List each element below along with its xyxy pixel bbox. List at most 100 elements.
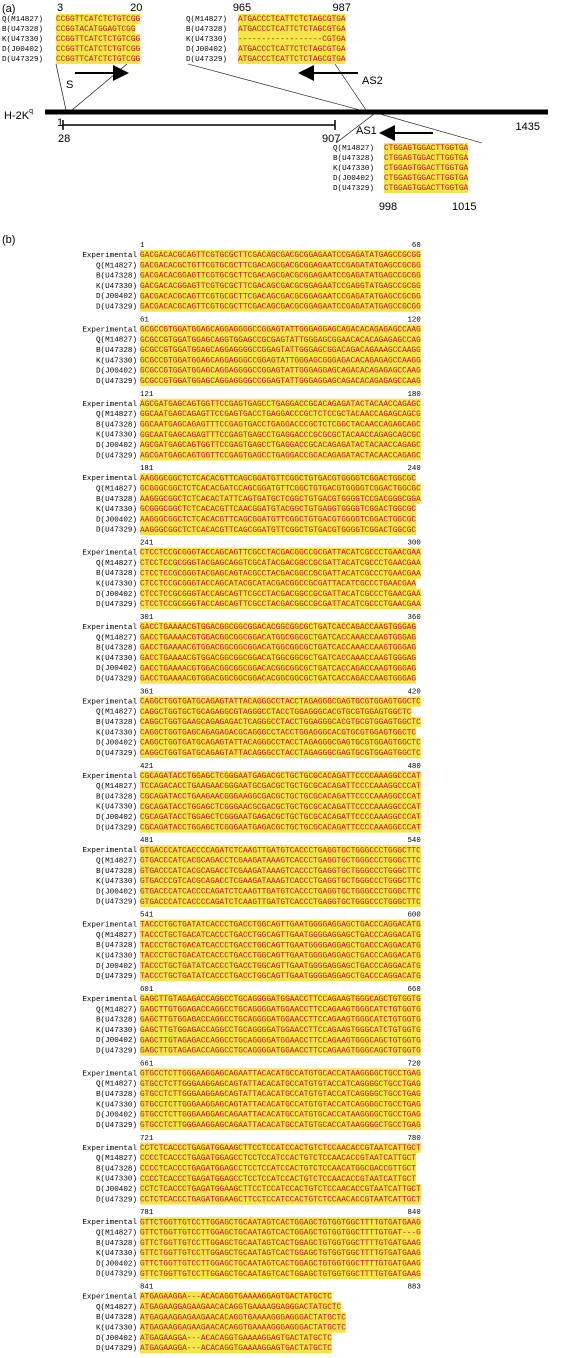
primer-name: S [66,79,73,91]
row-label: B(U47328) [96,645,137,653]
sequence: CCCCTCACCCTGAGATGGAGCCTCCTCCATCCACTGTCTC… [140,1165,416,1173]
sequence-background [140,1184,421,1195]
row-label: K(U47330) [96,729,137,737]
sequence-background [140,622,417,633]
row-label: D(U47329) [96,824,137,832]
sequence: CTGGAGTGGACTTGGTGA [384,145,469,153]
sequence: CTCCTCCGCGGGTACCAGCATACGCATACGACGGCCGCGA… [140,581,416,589]
sequence-background [140,1301,342,1313]
sequence: CTCCTCCGCGGGTACCAGCAGTTCGCCTACGACGGCCGCG… [140,601,421,609]
sequence: CCGGTACATGGAGTCGG [56,26,136,34]
sequence-background [140,524,417,535]
sequence: GTGCCTCTTGGGAAGGAGCAGAATTACACATGCCATGTGC… [140,1122,421,1130]
sequence-background [140,301,421,312]
sequence: CGCAGATACCTGGAGCTCGGGAACGCGACGCTGCTGCGCA… [140,804,421,812]
row-label: D(J00402) [96,888,137,896]
sequence-background [140,1045,421,1056]
position: 998 [379,201,397,213]
sequence-background [140,1343,332,1354]
sequence: CAGGCTGGTGATGCAGAGTATTACAGGGCCTACCTAGAGG… [140,750,421,758]
sequence-background [140,345,421,356]
row-label: Q(M14827) [96,709,137,717]
sequence-background [140,1312,346,1323]
sequence: TACCCTGCTGATATCACCCTGACCTGGCAGTTGAATGGGG… [140,922,421,930]
block-end: 240 [407,465,420,473]
sequence-background [140,781,421,792]
sequence-background [140,334,421,345]
sequence-background [140,1248,421,1259]
sequence: GACCTGAAAACGTGGACGGCGGCGGACATGGCGGCGCTGA… [140,655,416,663]
row-label: Experimental [82,1219,137,1227]
block-start: 121 [140,391,154,399]
row-label: K(U47330) [96,432,137,440]
sequence-background [140,1119,421,1131]
sequence-background [140,737,421,748]
sequence-background [140,642,417,653]
sequence-background [140,717,421,728]
row-label: D(J00402) [96,1186,137,1194]
row-label: B(U47328) [96,421,137,429]
block-start: 841 [140,1284,154,1292]
gene-name: H-2K [4,110,30,122]
sequence: ATGAGAAGGA---ACACAGGTGAAAAGGAGTGACTATGCT… [140,1335,332,1343]
sequence-background [140,514,417,525]
sequence: GTGACCCATCACCCCAGATCTCAAGTTGATGTCACCCTGA… [140,847,421,855]
position: 28 [58,133,70,145]
sequence: CTGGAGTGGACTTGGTGA [384,155,469,163]
sequence: CGCAGATACCTGGAGCTCGGGAATGAGACGCTGCTGCGCA… [140,814,421,822]
sequence: ATGAGAAGGAGAAGAACACAGGTGAAAAGGAGGGACTATG… [140,1304,342,1312]
sequence-background [384,163,469,173]
row-label: K(U47330) [96,1101,137,1109]
row-label: D(J00402) [96,442,137,450]
sequence: ATGAGAAGGA---ACACAGGTGAAAAGGAGTGACTATGCT… [140,1345,332,1353]
block-start: 241 [140,540,154,548]
row-label: D(U47329) [96,304,137,312]
sequence: GACCTGAAAACGTGGACGGCGGCGGACACGGCGGCGCTGA… [140,676,416,684]
sequence: ATGACCCTCATTCTCTAGCGTGA [238,26,346,34]
sequence-background [140,1268,421,1279]
sequence: CCCCTCACCCTGAGATGGAGCCTCCTCCATCCACTGTCTC… [140,1155,416,1163]
row-label: Q(M14827) [96,411,137,419]
isolate-label: K(U47330) [2,36,43,44]
row-label: Experimental [82,996,137,1004]
block-end: 360 [407,614,420,622]
sequence: GCGCCGTGGATGGAGCAGGAGGGGCCGGAGTATTGGGAGG… [140,326,421,334]
block-start: 421 [140,763,154,771]
sequence-background [140,845,421,856]
row-label: B(U47328) [96,347,137,355]
position: 1435 [516,121,540,133]
sequence: CCTCTCACCCTGAGATGGAAGCTTCCTCCATCCACTGTCT… [140,1145,421,1153]
sequence: GTTCTGGTTGTCCTTGGAGCTGCAATAGTCACTGGAGCTG… [140,1260,421,1268]
sequence-background [140,291,421,302]
block-end: 660 [407,986,420,994]
sequence: TACCCTGCTGACATCACCCTGACCTGGCAGTTGAATGGGG… [140,942,421,950]
gene-label: H-2Kq [4,108,33,122]
row-label: Experimental [82,1145,137,1153]
panel-label: (b) [2,234,15,246]
position: 965 [233,2,251,14]
sequence: GTTCTGGTTGTCCTTGGAGCTGCAATAGTCACTGGAGCTG… [140,1240,421,1248]
sequence: AGCGATGAGCAGTGGTTCCGAGTGAGCCTGAGGACCGCAC… [140,401,421,409]
isolate-label: D(U47329) [2,56,43,64]
sequence: CGCAGATACCTGGAGCTCGGGAATGAGACGCTGCTGCGCA… [140,824,421,832]
row-label: K(U47330) [96,283,137,291]
row-label: Experimental [82,698,137,706]
block-end: 300 [407,540,420,548]
sequence-background [140,1024,421,1036]
row-label: Q(M14827) [96,1155,137,1163]
row-label: D(J00402) [96,1335,137,1343]
row-label: K(U47330) [96,953,137,961]
sequence: AAGGGCGGCTCTCACACGTTCAGCGGATGTTCGGCTGTGA… [140,475,416,483]
sequence: ATGACCCTCATTCTCTAGCGTGA [238,56,346,64]
row-label: Experimental [82,922,137,930]
sequence: TACCCTGCTGACATCACCCTGACCTGGCAGTTGAATGGGG… [140,932,421,940]
row-label: Q(M14827) [96,1081,137,1089]
sequence: CTGGAGTGGACTTGGTGA [384,185,469,193]
sequence-background [140,673,417,684]
sequence-background [140,1035,421,1046]
sequence-background [140,791,421,802]
sequence-background [140,1109,421,1120]
isolate-label: K(U47330) [186,36,227,44]
sequence: GTTCTGGTTGTCCTTGGAGCTGCAATAGTCACTGGAGCTG… [140,1230,421,1238]
